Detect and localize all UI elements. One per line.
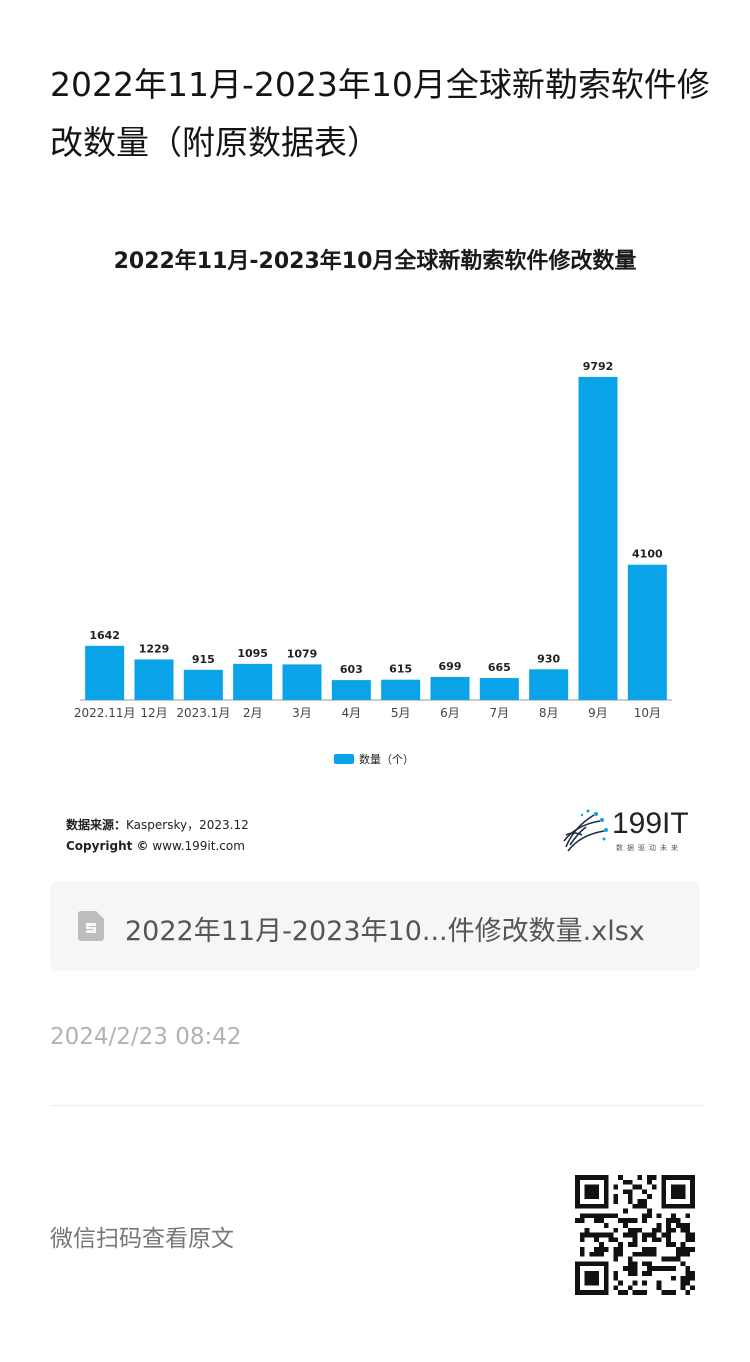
- source-block: 数据来源：Kaspersky，2023.12 Copyright © www.1…: [66, 815, 249, 857]
- data-label-5: 603: [340, 663, 363, 676]
- x-tick-label-0: 2022.11月: [74, 706, 136, 720]
- chart-legend: 数量（个）: [334, 751, 414, 767]
- x-tick-label-1: 12月: [140, 706, 167, 720]
- data-label-10: 9792: [583, 360, 614, 373]
- data-label-7: 699: [439, 660, 462, 673]
- source-label: 数据来源：: [66, 818, 127, 832]
- bar-7: [430, 676, 470, 700]
- data-label-9: 930: [537, 652, 560, 665]
- x-tick-label-2: 2023.1月: [176, 706, 230, 720]
- data-label-8: 665: [488, 661, 511, 674]
- legend-label: 数量（个）: [359, 753, 414, 766]
- data-label-3: 1095: [237, 647, 268, 660]
- bar-6: [381, 679, 421, 700]
- dandelion-logo-icon: [563, 809, 608, 852]
- bar-8: [479, 678, 519, 700]
- x-tick-label-11: 10月: [634, 706, 661, 720]
- brand-logo: 199IT 数据驱动未来: [560, 805, 700, 855]
- data-label-4: 1079: [287, 647, 318, 660]
- x-tick-label-10: 9月: [588, 706, 608, 720]
- bar-5: [331, 680, 371, 700]
- file-attachment[interactable]: 2022年11月-2023年10...件修改数量.xlsx: [50, 881, 700, 971]
- bar-9: [529, 669, 569, 700]
- x-tick-label-5: 4月: [342, 706, 362, 720]
- bar-2: [183, 669, 223, 700]
- bar-0: [85, 645, 125, 700]
- data-label-2: 915: [192, 653, 215, 666]
- x-tick-label-3: 2月: [243, 706, 263, 720]
- chart-card: 2022年11月-2023年10月全球新勒索软件修改数量 1642 2022.11…: [50, 215, 700, 875]
- scan-prompt: 微信扫码查看原文: [50, 1226, 234, 1252]
- copyright-label: Copyright ©: [66, 839, 149, 853]
- chart-title: 2022年11月-2023年10月全球新勒索软件修改数量: [113, 249, 637, 274]
- spreadsheet-file-icon: [78, 911, 104, 941]
- bar-10: [578, 376, 618, 700]
- copyright-value: www.199it.com: [152, 839, 245, 853]
- publish-timestamp: 2024/2/23 08:42: [50, 1024, 242, 1050]
- x-tick-label-7: 6月: [440, 706, 460, 720]
- x-tick-label-6: 5月: [391, 706, 411, 720]
- data-label-0: 1642: [89, 629, 120, 642]
- bar-11: [627, 564, 667, 700]
- divider: [50, 1105, 705, 1106]
- source-value: Kaspersky，2023.12: [126, 818, 249, 832]
- bar-3: [233, 663, 273, 700]
- bar-chart: 1642 2022.11月 1229 12月 915 2023.1月 1095 2月 1079 3…: [74, 360, 672, 720]
- x-tick-label-9: 8月: [539, 706, 559, 720]
- x-tick-label-4: 3月: [292, 706, 312, 720]
- x-tick-label-8: 7月: [490, 706, 510, 720]
- logo-text: 199IT: [612, 807, 689, 840]
- data-label-6: 615: [389, 663, 412, 676]
- data-label-1: 1229: [139, 642, 170, 655]
- file-name: 2022年11月-2023年10...件修改数量.xlsx: [125, 916, 645, 947]
- data-label-11: 4100: [632, 548, 663, 561]
- page-title: 2022年11月-2023年10月全球新勒索软件修改数量（附原数据表）: [50, 65, 710, 162]
- bar-4: [282, 664, 322, 700]
- qr-code-icon[interactable]: [575, 1175, 695, 1295]
- bar-1: [134, 659, 174, 700]
- legend-swatch: [334, 754, 354, 764]
- logo-tagline: 数据驱动未来: [616, 844, 682, 852]
